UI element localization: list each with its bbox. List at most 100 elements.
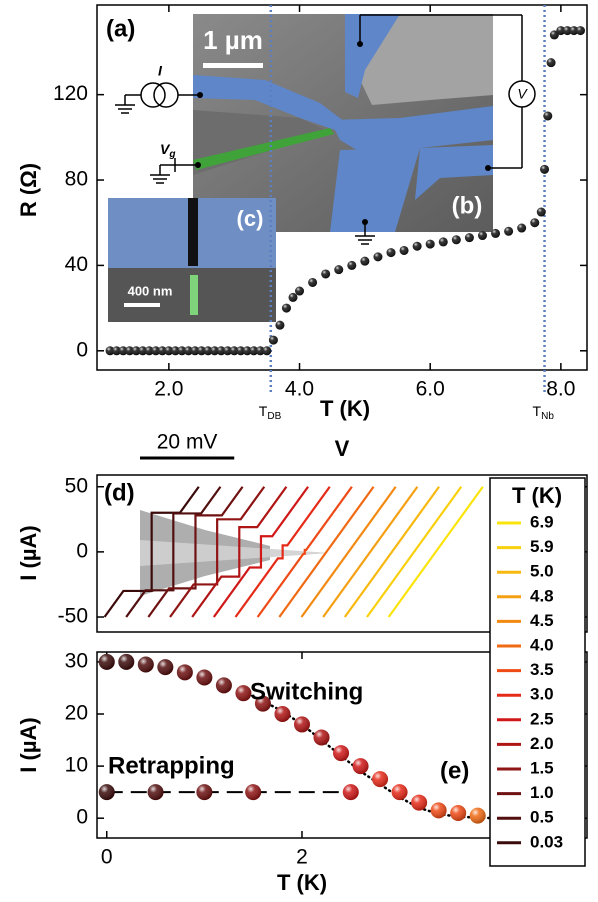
point-highlight — [177, 346, 187, 356]
point-highlight — [569, 26, 579, 36]
point-highlight — [147, 784, 164, 801]
iv-curve — [103, 486, 200, 618]
point-highlight — [540, 164, 550, 174]
point-highlight — [98, 784, 115, 801]
point-highlight — [530, 218, 540, 228]
x-tick-label: 0 — [101, 846, 113, 869]
point-highlight — [342, 784, 359, 801]
panel-label: (e) — [440, 757, 469, 784]
point-highlight — [254, 695, 271, 712]
point-highlight — [255, 346, 265, 356]
scale-label: 1 µm — [203, 25, 263, 55]
scale-bar-label: 20 mV — [157, 431, 218, 454]
point-highlight — [98, 653, 115, 670]
panel-label: (a) — [106, 15, 135, 42]
contact-dot — [485, 165, 491, 171]
iv-curve — [343, 486, 440, 618]
point-highlight — [262, 346, 272, 356]
point-highlight — [125, 346, 135, 356]
electrode — [330, 106, 493, 152]
point-highlight — [242, 346, 252, 356]
iv-curve — [256, 486, 353, 618]
point-highlight — [352, 758, 369, 775]
contact-dot — [197, 92, 203, 98]
contact-dot — [195, 162, 201, 168]
legend-label: 4.8 — [530, 586, 554, 605]
point-highlight — [112, 346, 122, 356]
legend-label: 0.5 — [530, 808, 554, 827]
series-label: Switching — [250, 678, 363, 705]
y-tick-label: 120 — [53, 82, 88, 105]
marker-main: T — [533, 403, 542, 419]
electrode — [345, 14, 400, 98]
point-highlight — [546, 58, 556, 68]
x-tick-label: 2 — [296, 846, 308, 869]
contact-dot — [357, 41, 363, 47]
point-highlight — [196, 784, 213, 801]
gate-electrode — [193, 128, 334, 170]
point-highlight — [562, 26, 572, 36]
point-highlight — [425, 239, 435, 249]
point-highlight — [477, 231, 487, 241]
iv-curve — [125, 486, 222, 618]
legend-label: 3.5 — [530, 660, 554, 679]
iv-curve — [212, 486, 309, 618]
x-tick-label: 2.0 — [154, 378, 183, 401]
point-highlight — [491, 228, 501, 238]
iv-curve — [169, 486, 266, 618]
legend-label: 5.9 — [530, 537, 554, 556]
point-highlight — [216, 346, 226, 356]
scale-bar — [203, 63, 263, 68]
sem-region — [360, 14, 493, 105]
series-label: Retrapping — [108, 752, 235, 779]
point-highlight — [151, 346, 161, 356]
y-axis-label: I (µA) — [16, 717, 41, 772]
point-highlight — [308, 277, 318, 287]
voltmeter-label: V — [517, 86, 528, 102]
plot-frame — [96, 651, 588, 839]
legend-label: 6.9 — [530, 512, 554, 531]
point-highlight — [170, 346, 180, 356]
marker-sub: Nb — [541, 411, 554, 422]
x-axis-label: V — [335, 436, 350, 461]
point-highlight — [347, 260, 357, 270]
point-highlight — [334, 265, 344, 275]
point-highlight — [464, 233, 474, 243]
iv-curve — [387, 486, 484, 618]
point-highlight — [215, 677, 232, 694]
legend-title: T (K) — [512, 483, 562, 508]
legend-label: 1.0 — [530, 783, 554, 802]
point-highlight — [411, 794, 428, 811]
point-highlight — [333, 745, 350, 762]
point-highlight — [556, 26, 566, 36]
electrode — [330, 148, 420, 232]
point-highlight — [281, 303, 291, 313]
point-highlight — [321, 269, 331, 279]
point-highlight — [236, 346, 246, 356]
point-highlight — [438, 237, 448, 247]
y-tick-label: 10 — [65, 754, 88, 777]
gate-label: Vg — [160, 141, 175, 160]
y-tick-label: 40 — [65, 253, 88, 276]
y-tick-label: 50 — [65, 474, 88, 497]
point-highlight — [275, 320, 285, 330]
gate-electrode — [190, 275, 198, 315]
point-highlight — [190, 346, 200, 356]
point-highlight — [386, 248, 396, 258]
point-highlight — [105, 346, 115, 356]
plot-frame — [96, 4, 588, 371]
point-highlight — [118, 653, 135, 670]
point-highlight — [197, 346, 207, 356]
point-highlight — [229, 346, 239, 356]
marker-label: TNb — [533, 403, 555, 422]
panel-label: (d) — [104, 479, 135, 506]
point-highlight — [412, 241, 422, 251]
point-highlight — [183, 346, 193, 356]
x-tick-label: 4.0 — [285, 378, 314, 401]
scale-bar — [124, 303, 160, 307]
point-highlight — [450, 804, 467, 821]
point-highlight — [131, 346, 141, 356]
point-highlight — [203, 346, 213, 356]
point-highlight — [295, 286, 305, 296]
point-highlight — [504, 226, 514, 236]
